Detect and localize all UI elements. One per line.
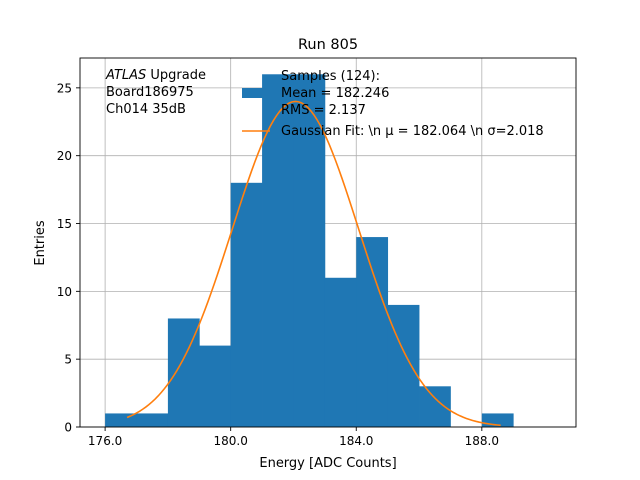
y-tick-label: 0 (64, 421, 72, 435)
x-axis-label: Energy [ADC Counts] (259, 456, 396, 471)
histogram-bar (356, 237, 389, 427)
y-axis-label: Entries (33, 220, 48, 266)
x-tick-label: 176.0 (88, 434, 122, 448)
y-tick-label: 15 (57, 217, 72, 231)
x-tick-label: 180.0 (214, 434, 248, 448)
legend: Samples (124): Mean = 182.246 RMS = 2.13… (242, 69, 544, 139)
atlas-annotation: ATLAS Upgrade Board186975 Ch014 35dB (105, 68, 206, 117)
histogram-bar (136, 413, 169, 427)
histogram-bars (105, 74, 514, 427)
histogram-bar (387, 304, 420, 427)
legend-hist-label: Samples (124): (281, 69, 380, 84)
histogram-bar (199, 345, 232, 427)
legend-hist-label: Mean = 182.246 (281, 86, 389, 101)
histogram-bar (293, 74, 326, 427)
gaussian-fit-line (126, 100, 501, 427)
chart-title: Run 805 (298, 37, 358, 53)
plot-frame (79, 57, 577, 428)
legend-hist-swatch (242, 88, 270, 98)
legend-fit-label: Gaussian Fit: \n μ = 182.064 \n σ=2.018 (281, 124, 544, 139)
y-tick-label: 10 (57, 285, 72, 299)
x-tick-label: 184.0 (339, 434, 373, 448)
y-tick-label: 5 (64, 353, 72, 367)
annotation-line: Ch014 35dB (106, 102, 186, 117)
annotation-line: ATLAS Upgrade (105, 68, 206, 83)
x-tick-label: 188.0 (465, 434, 499, 448)
histogram-bar (324, 277, 357, 427)
histogram-bar (230, 182, 263, 427)
y-tick-label: 20 (57, 149, 72, 163)
annotation-line: Board186975 (106, 85, 194, 100)
axis-ticks: 176.0 180.0 184.0 188.0 0 5 10 15 20 25 (57, 81, 499, 448)
y-tick-label: 25 (57, 81, 72, 95)
legend-hist-label: RMS = 2.137 (281, 103, 366, 118)
histogram-bar (419, 386, 451, 427)
